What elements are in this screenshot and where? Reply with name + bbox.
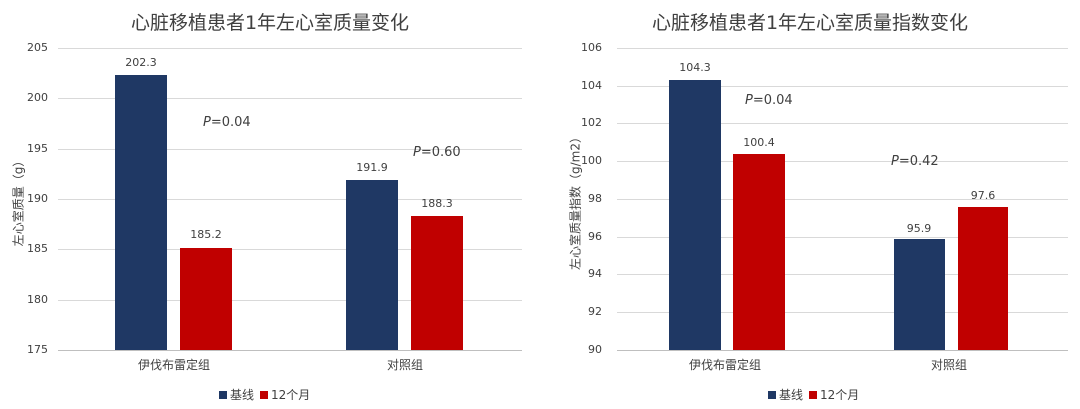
y-tick: 92	[588, 305, 602, 318]
value-label: 95.9	[906, 222, 932, 235]
legend-item-baseline: 基线	[768, 386, 803, 403]
p-value-annotation: P=0.60	[413, 145, 461, 160]
legend-item-baseline: 基线	[219, 386, 254, 403]
x-category-label: 对照组	[386, 358, 423, 372]
y-tick: 200	[27, 91, 48, 104]
gridline	[617, 86, 1068, 87]
y-tick: 205	[27, 41, 48, 54]
gridline	[58, 199, 522, 200]
value-label: 191.9	[356, 161, 388, 174]
swatch-icon	[809, 390, 818, 399]
y-tick: 185	[27, 242, 48, 255]
bar-baseline-ivabradine	[669, 80, 721, 350]
y-tick: 94	[588, 267, 602, 280]
y-tick: 106	[581, 41, 602, 54]
p-value-annotation: P=0.04	[203, 115, 251, 130]
y-tick: 96	[588, 230, 602, 243]
x-axis-line	[617, 350, 1068, 351]
gridline	[58, 249, 522, 250]
swatch-icon	[768, 390, 776, 399]
plot-area: 202.3 185.2 191.9 188.3 P=0.04 P=0.60	[58, 48, 522, 351]
swatch-icon	[260, 390, 269, 399]
gridline	[617, 161, 1068, 162]
chart-title: 心脏移植患者1年左心室质量指数变化	[651, 12, 969, 34]
value-label: 188.3	[421, 197, 453, 210]
chart-title: 心脏移植患者1年左心室质量变化	[130, 12, 410, 34]
bar-baseline-control	[346, 180, 398, 350]
p-value-annotation: P=0.42	[891, 154, 939, 169]
y-tick: 175	[27, 343, 48, 356]
lv-mass-index-chart: 心脏移植患者1年左心室质量指数变化 左心室质量指数（g/m2） 106 104 …	[540, 0, 1080, 409]
legend: 基线 12个月	[219, 386, 310, 403]
value-label: 185.2	[190, 228, 222, 241]
y-tick: 98	[588, 192, 602, 205]
bar-baseline-ivabradine	[115, 75, 167, 350]
bar-12m-control	[411, 216, 463, 350]
swatch-icon	[219, 390, 227, 399]
gridline	[58, 300, 522, 301]
lv-mass-chart: 心脏移植患者1年左心室质量变化 左心室质量（g） 205 200 195 190…	[12, 12, 522, 403]
gridline	[617, 123, 1068, 124]
y-tick: 104	[581, 79, 602, 92]
bar-12m-ivabradine	[180, 248, 232, 350]
x-category-label: 伊伐布雷定组	[137, 358, 210, 372]
gridline	[617, 199, 1068, 200]
legend-item-12m: 12个月	[809, 386, 859, 403]
gridline	[617, 237, 1068, 238]
x-category-label: 伊伐布雷定组	[688, 358, 761, 372]
p-value-annotation: P=0.04	[745, 93, 793, 108]
value-label: 104.3	[679, 61, 711, 74]
gridline	[58, 98, 522, 99]
gridline	[617, 48, 1068, 49]
value-label: 97.6	[970, 189, 996, 202]
value-label: 202.3	[125, 56, 157, 69]
bar-12m-control	[958, 207, 1008, 350]
y-tick: 100	[581, 154, 602, 167]
gridline	[617, 274, 1068, 275]
legend: 基线 12个月	[768, 386, 859, 403]
y-tick: 180	[27, 293, 48, 306]
legend-item-12m: 12个月	[260, 386, 310, 403]
bar-baseline-control	[894, 239, 945, 350]
gridline	[58, 149, 522, 150]
plot-area: 104.3 100.4 95.9 97.6 P=0.04 P=0.42	[617, 48, 1068, 351]
y-tick: 190	[27, 192, 48, 205]
bar-12m-ivabradine	[733, 154, 785, 350]
gridline	[58, 48, 522, 49]
y-tick: 102	[581, 116, 602, 129]
value-label: 100.4	[743, 136, 775, 149]
x-axis-line	[58, 350, 522, 351]
gridline	[617, 312, 1068, 313]
x-category-label: 对照组	[930, 358, 967, 372]
y-tick: 195	[27, 142, 48, 155]
y-tick: 90	[588, 343, 602, 356]
